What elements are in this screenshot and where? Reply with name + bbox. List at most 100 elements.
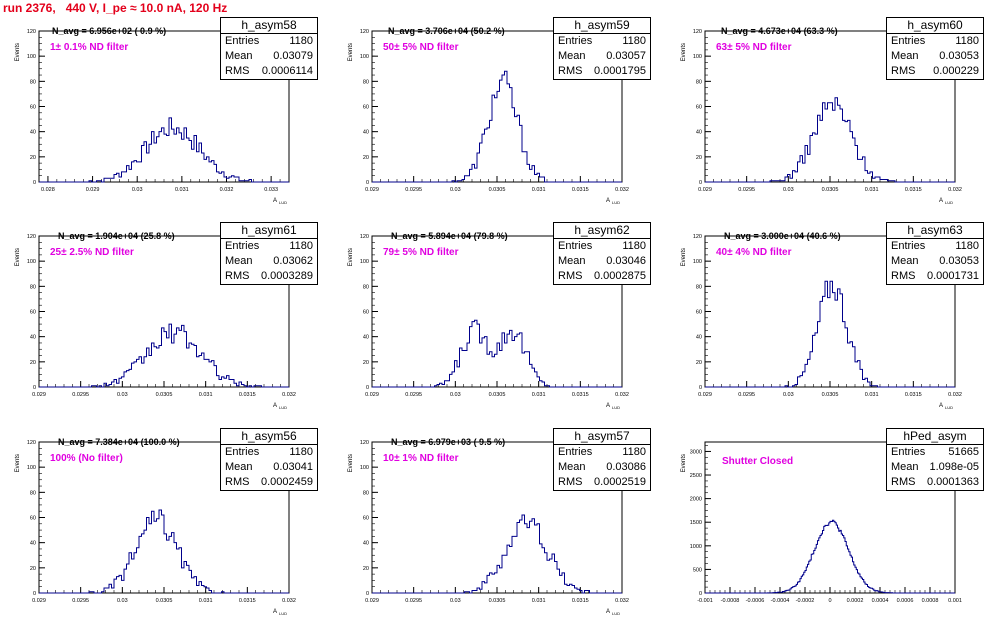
- x-tick-label: 0.029: [698, 392, 712, 398]
- y-tick-label: 60: [30, 310, 36, 316]
- y-tick-label: 20: [696, 360, 702, 366]
- x-tick-label: 0.0295: [405, 187, 422, 193]
- y-tick-label: 500: [693, 567, 702, 573]
- stat-value: 0.0002875: [594, 270, 646, 282]
- stat-value: 0.0001795: [594, 65, 646, 77]
- navg-label: N_avg = 6.956e+02 ( 0.9 %): [52, 26, 167, 36]
- y-axis-label: Events: [681, 248, 687, 266]
- y-tick-label: 0: [33, 385, 36, 391]
- x-tick-label: 0.028: [41, 187, 55, 193]
- y-tick-label: 60: [696, 310, 702, 316]
- histogram-line: [39, 117, 289, 183]
- stat-label: RMS: [225, 476, 250, 488]
- x-tick-label: -0.0008: [721, 598, 740, 604]
- filter-label: Shutter Closed: [722, 456, 794, 467]
- x-tick-label: 0.031: [532, 187, 546, 193]
- stat-mean: Mean 0.03086: [554, 460, 650, 475]
- stat-label: Entries: [891, 446, 926, 458]
- stat-rms: RMS 0.0006114: [221, 64, 317, 79]
- y-axis-label: Events: [15, 248, 21, 266]
- stat-value: 1180: [955, 35, 979, 47]
- x-tick-label: 0.0305: [489, 392, 506, 398]
- y-tick-label: 60: [363, 310, 369, 316]
- x-axis-label-subscript: LUD: [612, 405, 620, 410]
- stat-label: Entries: [225, 446, 260, 458]
- y-tick-label: 100: [27, 54, 36, 60]
- x-tick-label: 0.0305: [489, 187, 506, 193]
- histogram-panel-h_asym57: 0 20 40 60 80 100 120 0.029 0.0295 0.03 0.0305 0.03…: [333, 428, 662, 633]
- y-tick-label: 60: [30, 105, 36, 111]
- x-axis-label-subscript: LUD: [279, 405, 287, 410]
- x-tick-label: 0.031: [532, 392, 546, 398]
- x-tick-label: 0.03: [450, 598, 461, 604]
- y-tick-label: 120: [27, 440, 36, 446]
- stat-value: 0.03062: [273, 255, 313, 267]
- histogram-plot: 0 20 40 60 80 100 120 0.029 0.0295 0.03 0.0305 0.03…: [15, 234, 296, 410]
- stat-value: 0.03053: [939, 50, 979, 62]
- x-tick-label: 0.0315: [239, 598, 256, 604]
- y-tick-label: 80: [363, 490, 369, 496]
- stat-rms: RMS 0.0001363: [887, 475, 983, 490]
- y-tick-label: 0: [366, 591, 369, 597]
- stats-box: h_asym57 Entries 1180 Mean 0.03086 RMS 0.00025…: [553, 428, 651, 491]
- y-tick-label: 120: [360, 440, 369, 446]
- stats-box: h_asym61 Entries 1180 Mean 0.03062 RMS 0.00032…: [220, 222, 318, 285]
- stat-value: 0.0001731: [927, 270, 979, 282]
- x-axis-label: A: [273, 403, 277, 409]
- stat-mean: Mean 0.03079: [221, 49, 317, 64]
- stat-value: 0.0006114: [261, 65, 313, 77]
- y-axis-label: Events: [348, 454, 354, 472]
- filter-label: 50± 5% ND filter: [383, 42, 459, 53]
- histogram-panel-h_asym61: 0 20 40 60 80 100 120 0.029 0.0295 0.03 0.0305 0.03…: [0, 222, 329, 427]
- x-tick-label: 0.029: [365, 187, 379, 193]
- stat-value: 1180: [289, 35, 313, 47]
- filter-label: 63± 5% ND filter: [716, 42, 792, 53]
- stat-label: Mean: [225, 255, 253, 267]
- filter-label: 10± 1% ND filter: [383, 453, 459, 464]
- y-tick-label: 40: [30, 541, 36, 547]
- stat-entries: Entries 1180: [554, 34, 650, 49]
- stat-value: 0.0003289: [261, 270, 313, 282]
- y-tick-label: 60: [363, 105, 369, 111]
- run-title: run 2376, 440 V, I_pe ≈ 10.0 nA, 120 Hz: [3, 1, 228, 15]
- stat-label: Entries: [225, 35, 260, 47]
- x-axis-label-subscript: LUD: [612, 200, 620, 205]
- x-tick-label: 0.0315: [905, 187, 922, 193]
- x-tick-label: 0.032: [948, 392, 962, 398]
- y-tick-label: 60: [30, 516, 36, 522]
- stat-label: Mean: [225, 461, 253, 473]
- x-axis-label: A: [606, 198, 610, 204]
- x-tick-label: 0.0008: [922, 598, 939, 604]
- filter-label: 1± 0.1% ND filter: [50, 42, 129, 53]
- y-axis-label: Events: [15, 43, 21, 61]
- x-tick-label: -0.0002: [796, 598, 815, 604]
- stat-label: Mean: [558, 255, 586, 267]
- stats-box: h_asym59 Entries 1180 Mean 0.03057 RMS 0.00017…: [553, 17, 651, 80]
- stat-entries: Entries 1180: [221, 34, 317, 49]
- x-tick-label: 0.031: [865, 187, 879, 193]
- x-tick-label: 0.032: [220, 187, 234, 193]
- histogram-panel-h_asym63: 0 20 40 60 80 100 120 0.029 0.0295 0.03 0.0305 0.03…: [666, 222, 995, 427]
- navg-label: N_avg = 7.384e+04 (100.0 %): [58, 437, 180, 447]
- histogram-plot: 0 20 40 60 80 100 120 0.029 0.0295 0.03 0.0305 0.03…: [681, 234, 962, 410]
- x-tick-label: 0.03: [783, 187, 794, 193]
- histogram-name: h_asym56: [221, 429, 317, 445]
- x-tick-label: 0.0295: [72, 392, 89, 398]
- stat-rms: RMS 0.0002875: [554, 269, 650, 284]
- stat-label: Entries: [558, 35, 593, 47]
- navg-label: N_avg = 1.904e+04 (25.8 %): [58, 231, 175, 241]
- x-axis-label: A: [939, 198, 943, 204]
- stat-value: 1180: [289, 240, 313, 252]
- stat-entries: Entries 1180: [887, 34, 983, 49]
- y-tick-label: 0: [366, 385, 369, 391]
- stat-label: Entries: [891, 240, 926, 252]
- histogram-name: h_asym59: [554, 18, 650, 34]
- stat-label: RMS: [225, 65, 250, 77]
- x-tick-label: 0.0315: [572, 187, 589, 193]
- y-tick-label: 3000: [690, 449, 702, 455]
- stat-value: 51665: [948, 446, 979, 458]
- stat-value: 0.0002519: [594, 476, 646, 488]
- stat-label: Mean: [891, 461, 919, 473]
- stats-box: h_asym56 Entries 1180 Mean 0.03041 RMS 0.00024…: [220, 428, 318, 491]
- stat-value: 0.03053: [939, 255, 979, 267]
